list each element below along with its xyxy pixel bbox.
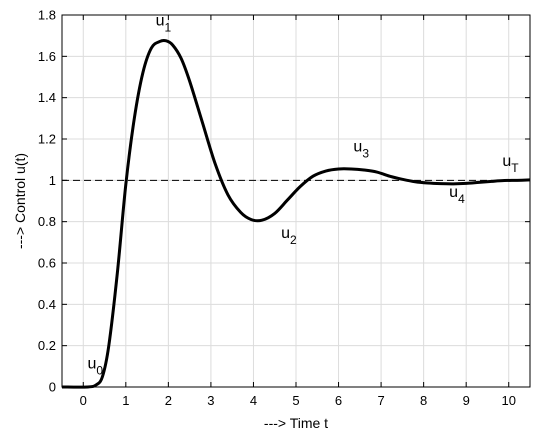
x-tick-label-1: 1 bbox=[122, 393, 129, 408]
y-tick-label-5: 1 bbox=[49, 173, 56, 188]
y-tick-label-7: 1.4 bbox=[38, 90, 56, 105]
annotations: u0 u1 u2 u3 u4 uT bbox=[88, 12, 520, 377]
annotation-u0: u0 bbox=[88, 355, 104, 377]
x-tick-label-9: 9 bbox=[463, 393, 470, 408]
x-tick-label-0: 0 bbox=[80, 393, 87, 408]
annotation-u4: u4 bbox=[449, 184, 465, 206]
y-tick-labels: 0 0.2 0.4 0.6 0.8 1 1.2 1.4 1.6 1.8 bbox=[38, 8, 56, 395]
y-tick-label-2: 0.4 bbox=[38, 297, 56, 312]
y-tick-label-4: 0.8 bbox=[38, 214, 56, 229]
annotation-u1: u1 bbox=[156, 12, 172, 34]
y-tick-label-0: 0 bbox=[49, 380, 56, 395]
series-line-control bbox=[61, 38, 531, 389]
x-tick-label-3: 3 bbox=[207, 393, 214, 408]
annotation-u2: u2 bbox=[281, 225, 297, 247]
x-tick-label-4: 4 bbox=[250, 393, 257, 408]
y-tick-label-6: 1.2 bbox=[38, 132, 56, 147]
y-tick-label-9: 1.8 bbox=[38, 8, 56, 23]
x-tick-label-2: 2 bbox=[165, 393, 172, 408]
annotation-u3: u3 bbox=[353, 138, 369, 160]
x-axis-label: ---> Time t bbox=[264, 415, 328, 431]
y-tick-label-3: 0.6 bbox=[38, 256, 56, 271]
annotation-uT: uT bbox=[502, 153, 519, 175]
x-tick-labels: 0 1 2 3 4 5 6 7 8 9 10 bbox=[80, 393, 516, 408]
y-axis-label: ---> Control u(t) bbox=[12, 153, 28, 249]
x-tick-label-10: 10 bbox=[501, 393, 515, 408]
x-tick-label-5: 5 bbox=[292, 393, 299, 408]
x-tick-label-8: 8 bbox=[420, 393, 427, 408]
y-tick-label-8: 1.6 bbox=[38, 49, 56, 64]
x-tick-label-7: 7 bbox=[377, 393, 384, 408]
x-tick-label-6: 6 bbox=[335, 393, 342, 408]
y-tick-label-1: 0.2 bbox=[38, 338, 56, 353]
tick-marks bbox=[62, 14, 530, 388]
